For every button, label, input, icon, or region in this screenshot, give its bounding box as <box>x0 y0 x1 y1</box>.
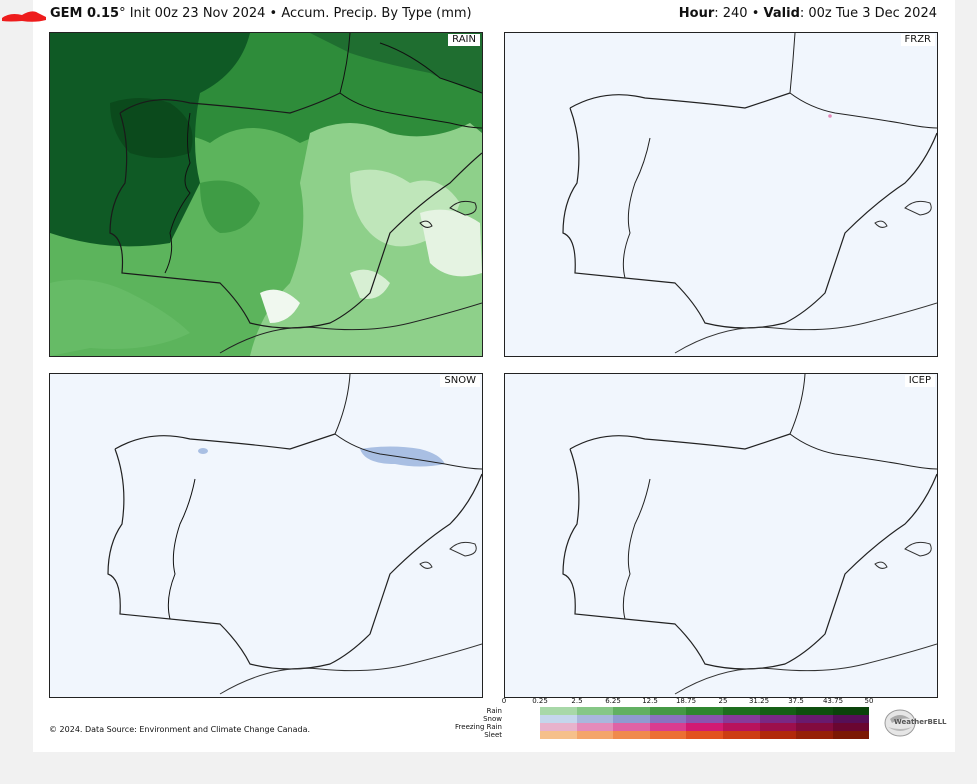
frzr-panel: FRZR <box>504 32 938 357</box>
snow-label: SNOW <box>440 375 480 387</box>
color-swatch <box>832 707 870 715</box>
color-swatch <box>796 731 833 739</box>
color-swatch <box>832 731 870 739</box>
rain-map <box>50 33 482 356</box>
color-swatch <box>613 707 650 715</box>
precip-scale: 0 0.25 2.5 6.25 12.5 18.75 25 31.25 37.5… <box>455 697 902 747</box>
hour-value: : 240 • <box>714 6 760 21</box>
hour-label: Hour <box>678 6 715 21</box>
color-swatch <box>722 707 760 715</box>
color-swatch <box>540 731 577 739</box>
color-swatch <box>832 715 870 723</box>
color-swatch <box>540 715 577 723</box>
logo-text: WeatherBELL <box>894 718 947 726</box>
color-swatch <box>759 707 797 715</box>
scale-tick: 0.25 <box>532 697 548 705</box>
color-swatch <box>722 731 760 739</box>
rain-label: RAIN <box>448 34 480 46</box>
type-label-sleet: Sleet <box>484 731 502 739</box>
color-swatch <box>759 715 797 723</box>
frzr-color-row <box>540 723 870 731</box>
color-swatch <box>686 731 723 739</box>
color-swatch <box>576 715 614 723</box>
color-swatch <box>722 715 760 723</box>
rain-color-row <box>540 707 870 715</box>
color-swatch <box>613 715 650 723</box>
header-right: Hour: 240 • Valid: 00z Tue 3 Dec 2024 <box>679 6 937 21</box>
color-swatch <box>576 707 614 715</box>
snow-panel: SNOW <box>49 373 483 698</box>
scale-tick: 6.25 <box>605 697 621 705</box>
type-label-freezing-rain: Freezing Rain <box>455 723 502 731</box>
color-swatch <box>796 707 833 715</box>
color-swatch <box>649 731 687 739</box>
color-swatch <box>722 723 760 731</box>
frzr-map <box>562 33 937 354</box>
red-mark-annotation <box>2 11 46 22</box>
color-swatch <box>832 723 870 731</box>
icep-map <box>562 374 937 695</box>
scale-tick: 18.75 <box>675 697 697 705</box>
color-swatch <box>796 723 833 731</box>
color-swatch <box>540 707 577 715</box>
scale-tick: 37.5 <box>788 697 804 705</box>
color-swatch <box>796 715 833 723</box>
scale-tick: 43.75 <box>822 697 844 705</box>
color-swatch <box>759 731 797 739</box>
valid-label: Valid <box>763 6 800 21</box>
icep-label: ICEP <box>904 375 935 387</box>
color-swatch <box>686 715 723 723</box>
data-source-credit: © 2024. Data Source: Environment and Cli… <box>49 725 311 734</box>
scale-tick: 31.25 <box>748 697 770 705</box>
type-label-snow: Snow <box>483 715 502 723</box>
icep-panel: ICEP <box>504 373 938 698</box>
scale-tick: 2.5 <box>571 697 583 705</box>
color-swatch <box>649 723 687 731</box>
type-label-rain: Rain <box>486 707 502 715</box>
color-swatch <box>576 723 614 731</box>
color-swatch <box>613 723 650 731</box>
snow-color-row <box>540 715 870 723</box>
color-swatch <box>649 715 687 723</box>
model-name: GEM 0.15 <box>50 6 120 21</box>
color-swatch <box>649 707 687 715</box>
scale-tick: 0 <box>501 697 507 705</box>
color-swatch <box>540 723 577 731</box>
init-text: ° Init 00z 23 Nov 2024 • Accum. Precip. … <box>119 6 472 21</box>
header-left: GEM 0.15° Init 00z 23 Nov 2024 • Accum. … <box>50 6 472 21</box>
color-swatch <box>759 723 797 731</box>
scale-tick: 12.5 <box>642 697 658 705</box>
color-swatch <box>686 707 723 715</box>
color-swatch <box>613 731 650 739</box>
valid-value: : 00z Tue 3 Dec 2024 <box>799 6 937 21</box>
frzr-label: FRZR <box>900 34 935 46</box>
rain-panel: RAIN <box>49 32 483 357</box>
snow-map <box>107 374 482 695</box>
color-swatch <box>576 731 614 739</box>
scale-tick: 25 <box>718 697 728 705</box>
color-swatch <box>686 723 723 731</box>
scale-tick: 50 <box>864 697 874 705</box>
weatherbell-logo <box>884 709 916 737</box>
sleet-color-row <box>540 731 870 739</box>
